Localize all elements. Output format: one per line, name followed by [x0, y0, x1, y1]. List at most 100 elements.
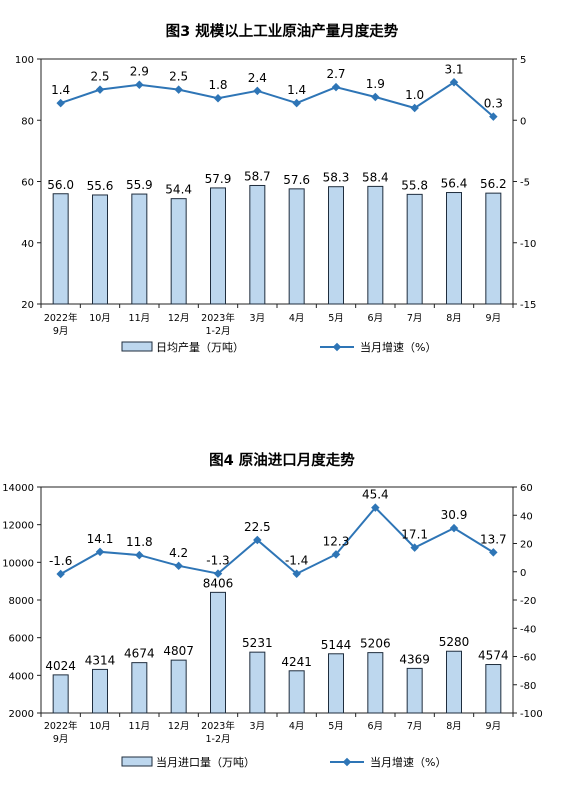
x-axis-category-label: 8月 — [446, 721, 462, 732]
bar — [288, 188, 305, 305]
line-value-label: 1.0 — [405, 88, 424, 102]
chart-title: 图4 原油进口月度走势 — [209, 451, 355, 469]
line-point-marker — [371, 503, 380, 512]
right-axis-tick-label: -60 — [520, 653, 536, 664]
right-axis-tick-label: -5 — [520, 178, 530, 189]
bar-value-label: 4674 — [124, 647, 155, 661]
x-axis-category-label: 6月 — [368, 721, 384, 732]
line-point-marker — [449, 78, 459, 87]
bar-value-label: 54.4 — [165, 183, 192, 197]
x-axis-category-label: 9月 — [53, 734, 69, 745]
bar-value-label: 58.7 — [244, 169, 271, 183]
bar-value-label: 5231 — [242, 636, 273, 650]
right-axis-tick-label: -15 — [520, 300, 536, 311]
line-value-label: 17.1 — [401, 528, 428, 542]
x-axis-category-label: 9月 — [486, 313, 502, 324]
growth-rate-line — [60, 506, 494, 575]
bar-value-label: 5144 — [321, 638, 352, 652]
bar-value-label: 5280 — [439, 635, 470, 649]
line-value-label: 14.1 — [87, 532, 114, 546]
right-axis-tick-label: 40 — [520, 511, 533, 522]
right-axis-tick-label: -10 — [520, 239, 536, 250]
x-axis-category-label: 11月 — [129, 721, 151, 732]
bar — [52, 193, 69, 305]
legend-line-marker — [342, 757, 352, 767]
line-value-label: 0.3 — [484, 97, 503, 111]
left-axis-tick-label: 12000 — [2, 521, 34, 532]
line-value-label: 12.3 — [323, 534, 350, 548]
bar-value-label: 56.2 — [480, 177, 507, 191]
right-axis-tick-label: 0 — [520, 116, 526, 127]
line-point-marker — [331, 82, 341, 92]
left-axis-tick-label: 4000 — [9, 671, 34, 682]
line-value-label: 2.7 — [326, 67, 345, 81]
bar-value-label: 56.0 — [47, 178, 74, 192]
x-axis-category-label: 2023年 — [201, 312, 235, 324]
bar — [328, 186, 344, 305]
bar — [328, 653, 344, 714]
bar — [52, 674, 69, 714]
left-axis-tick-label: 80 — [21, 116, 34, 127]
line-value-label: 4.2 — [169, 546, 188, 560]
line-value-label: 45.4 — [362, 488, 389, 502]
bar — [485, 664, 502, 714]
line-value-label: 3.1 — [444, 62, 463, 76]
x-axis-category-label: 5月 — [328, 313, 344, 324]
bar — [170, 659, 187, 714]
bar — [485, 192, 502, 305]
x-axis-category-label: 4月 — [289, 313, 305, 324]
x-axis-category-label: 2022年 — [44, 720, 78, 732]
bar-value-label: 58.3 — [323, 171, 350, 185]
line-value-label: -1.4 — [285, 554, 308, 568]
bar — [406, 667, 423, 714]
line-value-label: 2.9 — [130, 65, 149, 79]
bar-value-label: 55.6 — [87, 179, 114, 193]
chart-title: 图3 规模以上工业原油产量月度走势 — [166, 22, 399, 40]
line-value-label: 1.4 — [51, 83, 70, 97]
x-axis-category-label: 12月 — [168, 721, 190, 732]
legend-line-label: 当月增速（%） — [360, 340, 436, 354]
legend-line-label: 当月增速（%） — [370, 755, 446, 769]
bar — [92, 194, 108, 305]
right-axis-tick-label: -20 — [520, 596, 536, 607]
right-axis-tick-label: -40 — [520, 624, 536, 635]
x-axis-category-label: 2023年 — [201, 720, 235, 732]
x-axis-category-label: 3月 — [250, 313, 266, 324]
bar-value-label: 5206 — [360, 637, 391, 651]
bar — [170, 198, 187, 305]
left-axis-tick-label: 40 — [21, 239, 34, 250]
line-value-label: 2.5 — [169, 70, 188, 84]
crude-output-chart: 图3 规模以上工业原油产量月度走势 20 40 60 80 100 -15 -10 -5 0 5 20… — [15, 22, 536, 354]
bar-value-label: 4314 — [85, 653, 116, 667]
bar — [131, 193, 148, 305]
x-axis-category-label: 10月 — [89, 313, 111, 324]
growth-rate-line — [60, 81, 494, 118]
line-point-marker — [174, 561, 183, 571]
bar — [249, 651, 266, 714]
line-value-label: 2.5 — [90, 70, 109, 84]
x-axis-category-label: 10月 — [89, 721, 111, 732]
line-point-marker — [95, 85, 105, 94]
x-axis-category-label: 8月 — [446, 313, 462, 324]
line-point-marker — [213, 93, 223, 103]
line-value-label: -1.3 — [206, 554, 229, 568]
right-axis-tick-label: 20 — [520, 540, 533, 551]
bar — [288, 670, 305, 714]
bar — [446, 192, 462, 305]
line-point-marker — [331, 550, 341, 559]
x-axis-category-label: 11月 — [129, 313, 151, 324]
right-axis-tick-label: 0 — [520, 568, 526, 579]
bar-value-label: 4369 — [399, 652, 430, 666]
left-axis-tick-label: 20 — [21, 300, 34, 311]
bar-value-label: 4574 — [478, 649, 509, 663]
line-point-marker — [489, 112, 498, 121]
line-point-marker — [135, 80, 144, 89]
line-value-label: 2.4 — [248, 71, 267, 85]
legend-bar-label: 当月进口量（万吨） — [156, 755, 255, 769]
bar — [367, 652, 384, 714]
x-axis-category-label: 6月 — [368, 313, 384, 324]
line-point-marker — [174, 85, 183, 94]
x-axis-category-label: 7月 — [407, 721, 423, 732]
bar-value-label: 57.9 — [205, 172, 232, 186]
bar-value-label: 4024 — [45, 659, 76, 673]
